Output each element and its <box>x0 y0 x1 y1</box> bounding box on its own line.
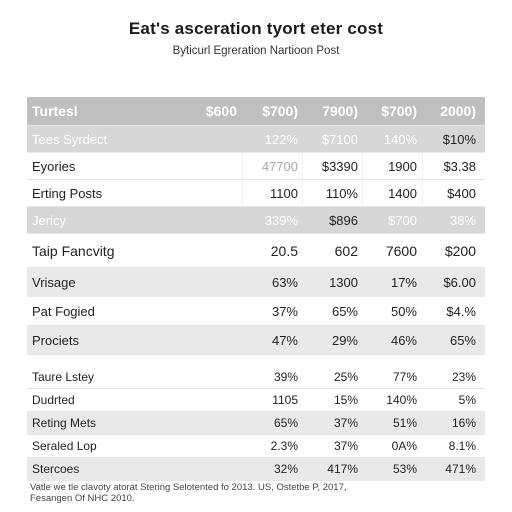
table-cell: $6.00 <box>443 274 476 290</box>
row-label: Vrisage <box>32 274 76 290</box>
table-cell: 53% <box>392 462 417 476</box>
table-cell: 8.1% <box>448 439 476 453</box>
table-cell: 32% <box>273 462 298 476</box>
table-cell: 5% <box>458 393 476 407</box>
table-cell: $10% <box>442 131 476 147</box>
row-label: Jericy <box>32 212 66 228</box>
table-cell: 122% <box>264 131 298 147</box>
table-cell: 17% <box>390 274 417 290</box>
row-label: Tees Syrdect <box>32 131 108 147</box>
table-cell: $4.% <box>446 303 476 319</box>
table-row: Prociets 47% 29% 46% 65% <box>27 326 485 355</box>
table-cell: 37% <box>271 303 298 319</box>
table-cell: 77% <box>392 370 417 384</box>
table-row: Dudrted 1105 15% 140% 5% <box>27 389 485 412</box>
row-label: Pat Fogied <box>32 303 95 319</box>
table-cell: 37% <box>333 416 358 430</box>
table-row: Pat Fogied 37% 65% 50% $4.% <box>27 297 485 326</box>
table-cell: 1105 <box>272 393 298 407</box>
table-cell: 47700 <box>261 158 298 174</box>
row-label: Prociets <box>32 332 79 348</box>
row-label: Taip Fancvitg <box>32 242 115 259</box>
row-label: Erting Posts <box>32 185 103 201</box>
table-cell: 16% <box>451 416 476 430</box>
table-cell: 63% <box>271 274 298 290</box>
table-cell: 38% <box>449 212 476 228</box>
table-cell: 417% <box>327 462 358 476</box>
table-cell: 65% <box>331 303 358 319</box>
row-label: Eyories <box>32 158 76 174</box>
table-cell: 1100 <box>270 185 298 201</box>
footnote-line: Vatle we tle clavoty atorat Stering Selo… <box>30 482 347 493</box>
table-cell: $7100 <box>321 131 358 147</box>
table-cell: 20.5 <box>270 242 298 259</box>
column-divider <box>362 97 363 232</box>
table-cell: 140% <box>383 131 417 147</box>
table-cell: 2.3% <box>270 439 298 453</box>
table-row: Seraled Lop 2.3% 37% 0A% 8.1% <box>27 435 485 458</box>
table-cell: 1900 <box>388 158 417 174</box>
table-cell: 47% <box>271 332 298 348</box>
row-label: Reting Mets <box>32 416 97 430</box>
table-cell: 471% <box>445 462 476 476</box>
row-label: Taure Lstey <box>32 370 95 384</box>
table-cell: 37% <box>333 439 358 453</box>
column-divider <box>302 97 303 232</box>
footnote: Vatle we tle clavoty atorat Stering Selo… <box>30 482 490 504</box>
column-divider <box>422 97 423 232</box>
table-row: Reting Mets 65% 37% 51% 16% <box>27 412 485 435</box>
table-cell: $700 <box>388 212 417 228</box>
table-cell: 140% <box>386 393 417 407</box>
table-cell: 339% <box>264 212 298 228</box>
table-cell: $200 <box>444 242 476 259</box>
table-cell: $3.38 <box>443 158 476 174</box>
row-label: Seraled Lop <box>32 439 97 453</box>
header-label: Turtesl <box>32 103 78 119</box>
table-cell: 25% <box>333 370 358 384</box>
table-cell: 46% <box>390 332 417 348</box>
table-header-row: Turtesl $600 $700) 7900) $700) 2000) <box>27 97 485 126</box>
page-subtitle: Byticurl Egreration Nartioon Post <box>172 45 340 57</box>
table-cell: 65% <box>273 416 298 430</box>
table-cell: 15% <box>333 393 358 407</box>
cost-table: Turtesl $600 $700) 7900) $700) 2000) Tee… <box>27 97 485 481</box>
table-row: Taure Lstey 39% 25% 77% 23% <box>27 366 485 389</box>
table-cell: 110% <box>325 185 358 201</box>
header-cell: $700) <box>262 103 298 119</box>
footnote-line: Fesangen Of NHC 2010. <box>30 493 135 504</box>
table-row: Jericy 339% $896 $700 38% <box>27 207 485 234</box>
table-row: Stercoes 32% 417% 53% 471% <box>27 458 485 481</box>
header-cell: 2000) <box>440 103 476 119</box>
column-divider <box>242 97 243 232</box>
row-label: Stercoes <box>32 462 80 476</box>
table-cell: $400 <box>447 185 476 201</box>
table-row: Erting Posts 1100 110% 1400 $400 <box>27 180 485 207</box>
table-cell: 50% <box>390 303 417 319</box>
table-cell: 1300 <box>329 274 358 290</box>
table-cell: 23% <box>451 370 476 384</box>
table-row: Vrisage 63% 1300 17% $6.00 <box>27 268 485 297</box>
header-cell: $600 <box>205 103 237 119</box>
table-cell: 7600 <box>385 242 417 259</box>
table-cell: $896 <box>329 212 358 228</box>
table-cell: 39% <box>273 370 298 384</box>
table-row: Eyories 47700 $3390 1900 $3.38 <box>27 153 485 180</box>
header-cell: 7900) <box>322 103 358 119</box>
table-cell: $3390 <box>321 158 358 174</box>
row-label: Dudrted <box>32 393 75 407</box>
table-cell: 29% <box>331 332 358 348</box>
table-row: Tees Syrdect 122% $7100 140% $10% <box>27 126 485 153</box>
table-row: Taip Fancvitg 20.5 602 7600 $200 <box>27 234 485 268</box>
table-cell: 51% <box>392 416 417 430</box>
table-cell: 65% <box>449 332 476 348</box>
table-cell: 0A% <box>391 439 417 453</box>
table-cell: 602 <box>334 242 358 259</box>
table-cell: 1400 <box>388 185 417 201</box>
header-cell: $700) <box>381 103 417 119</box>
page-title: Eat's asceration tyort eter cost <box>128 19 384 38</box>
